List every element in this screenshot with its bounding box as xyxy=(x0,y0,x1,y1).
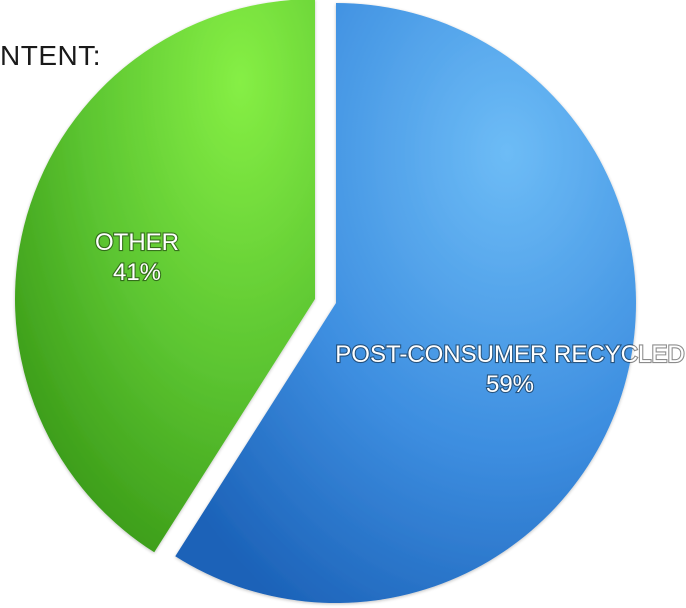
chart-title: NTENT: xyxy=(0,40,101,71)
slice-post-consumer-recycled xyxy=(175,3,636,603)
slice-other xyxy=(15,0,315,553)
label-post-consumer-recycled-name: POST-CONSUMER RECYCLED xyxy=(335,341,684,368)
label-other-name: OTHER xyxy=(95,229,179,256)
label-other-percent: 41% xyxy=(113,259,161,286)
label-post-consumer-recycled-percent: 59% xyxy=(486,371,534,398)
